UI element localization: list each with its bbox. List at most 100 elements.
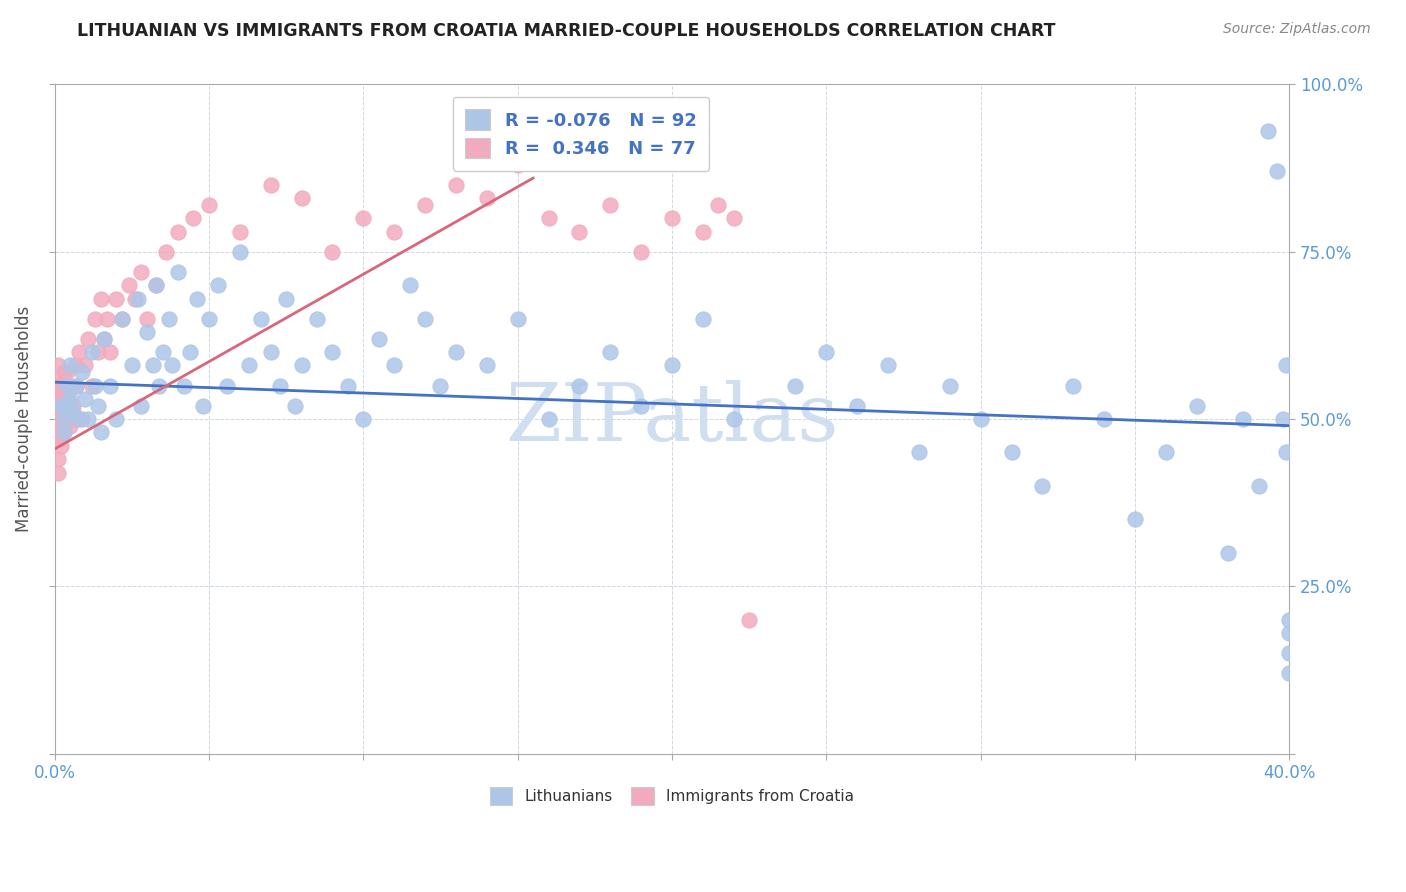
Point [367, 332, 389, 346]
Point [80, 378, 103, 392]
Point [1265, 164, 1288, 178]
Point [62, 399, 84, 413]
Point [98, 378, 121, 392]
Point [1275, 445, 1298, 459]
Point [105, 412, 128, 426]
Point [1232, 412, 1254, 426]
Point [49, 412, 72, 426]
Point [46, 452, 69, 467]
Point [49, 399, 72, 413]
Point [305, 311, 328, 326]
Point [413, 311, 436, 326]
Point [1257, 124, 1279, 138]
Point [93, 332, 115, 346]
Point [56, 365, 79, 379]
Point [723, 211, 745, 226]
Point [692, 225, 714, 239]
Point [1247, 479, 1270, 493]
Point [537, 211, 560, 226]
Point [290, 359, 312, 373]
Point [160, 359, 183, 373]
Point [56, 392, 79, 406]
Point [183, 211, 205, 226]
Point [111, 311, 134, 326]
Point [630, 244, 652, 259]
Point [198, 198, 221, 212]
Point [259, 178, 281, 192]
Point [111, 311, 134, 326]
Point [52, 378, 75, 392]
Point [65, 378, 87, 392]
Point [661, 359, 683, 373]
Point [429, 378, 451, 392]
Point [179, 345, 201, 359]
Point [1154, 445, 1177, 459]
Text: ZIPatlas: ZIPatlas [505, 380, 839, 458]
Point [155, 244, 177, 259]
Point [167, 225, 190, 239]
Point [49, 399, 72, 413]
Point [274, 292, 297, 306]
Point [157, 311, 180, 326]
Point [72, 412, 94, 426]
Point [1278, 646, 1301, 660]
Point [537, 412, 560, 426]
Y-axis label: Married-couple Households: Married-couple Households [15, 306, 32, 533]
Point [46, 418, 69, 433]
Point [62, 412, 84, 426]
Point [145, 278, 167, 293]
Point [191, 399, 214, 413]
Point [815, 345, 838, 359]
Point [173, 378, 195, 392]
Point [238, 359, 260, 373]
Point [121, 359, 143, 373]
Point [284, 399, 307, 413]
Point [62, 405, 84, 419]
Point [398, 278, 420, 293]
Point [1216, 546, 1239, 560]
Point [56, 378, 79, 392]
Point [46, 385, 69, 400]
Point [785, 378, 807, 392]
Point [59, 378, 82, 392]
Point [49, 405, 72, 419]
Point [56, 405, 79, 419]
Point [67, 345, 90, 359]
Point [46, 425, 69, 440]
Point [1272, 412, 1295, 426]
Point [80, 345, 103, 359]
Point [90, 292, 112, 306]
Point [83, 378, 105, 392]
Point [186, 292, 208, 306]
Point [59, 359, 82, 373]
Point [152, 345, 174, 359]
Point [352, 211, 374, 226]
Point [707, 198, 730, 212]
Point [46, 399, 69, 413]
Point [692, 311, 714, 326]
Point [75, 359, 97, 373]
Point [475, 359, 498, 373]
Point [269, 378, 291, 392]
Point [723, 412, 745, 426]
Point [90, 425, 112, 440]
Point [506, 311, 529, 326]
Text: LITHUANIAN VS IMMIGRANTS FROM CROATIA MARRIED-COUPLE HOUSEHOLDS CORRELATION CHAR: LITHUANIAN VS IMMIGRANTS FROM CROATIA MA… [77, 22, 1056, 40]
Point [49, 392, 72, 406]
Point [321, 345, 343, 359]
Point [1123, 512, 1146, 526]
Point [1278, 613, 1301, 627]
Point [167, 265, 190, 279]
Point [877, 359, 900, 373]
Point [661, 211, 683, 226]
Point [46, 432, 69, 446]
Point [77, 332, 100, 346]
Point [77, 412, 100, 426]
Point [336, 378, 359, 392]
Point [630, 399, 652, 413]
Point [444, 178, 467, 192]
Point [506, 158, 529, 172]
Point [738, 613, 761, 627]
Point [444, 345, 467, 359]
Point [1278, 666, 1301, 681]
